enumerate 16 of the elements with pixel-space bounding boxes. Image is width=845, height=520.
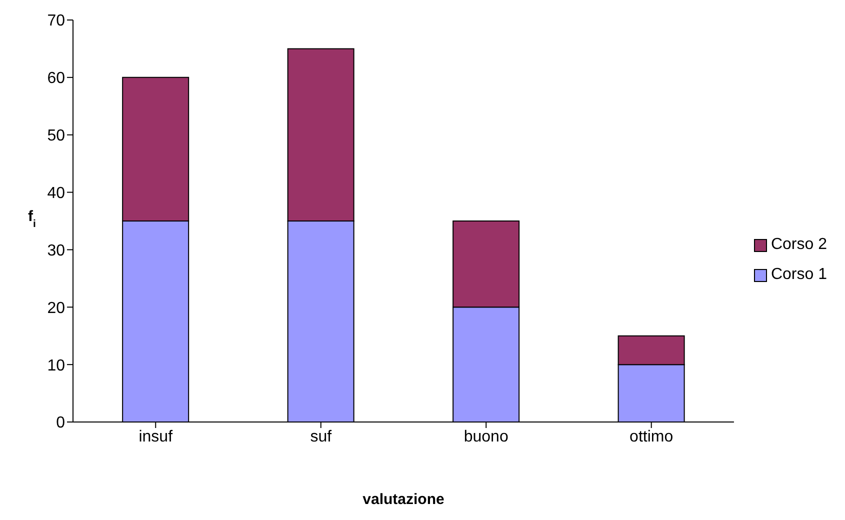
y-tick-label: 20 [47, 300, 66, 317]
y-tick-label: 10 [47, 357, 66, 374]
y-tick-label: 0 [56, 414, 66, 432]
x-tick-label: ottimo [630, 428, 674, 446]
y-tick-label: 40 [47, 184, 66, 202]
y-tick-label: 70 [47, 12, 66, 30]
y-axis-title: f$_{i}$ [28, 208, 36, 230]
y-tick-label: 60 [47, 70, 66, 88]
y-tick-label: 50 [47, 128, 66, 145]
x-tick-label: buono [464, 428, 508, 446]
x-tick-label: suf [310, 428, 332, 446]
x-tick-label: insuf [138, 428, 174, 446]
y-tick-label: 30 [47, 242, 66, 260]
legend-label: Corso 2 [770, 236, 827, 254]
legend-label: Corso 1 [770, 266, 827, 284]
x-axis-title: valutazione [362, 491, 444, 508]
